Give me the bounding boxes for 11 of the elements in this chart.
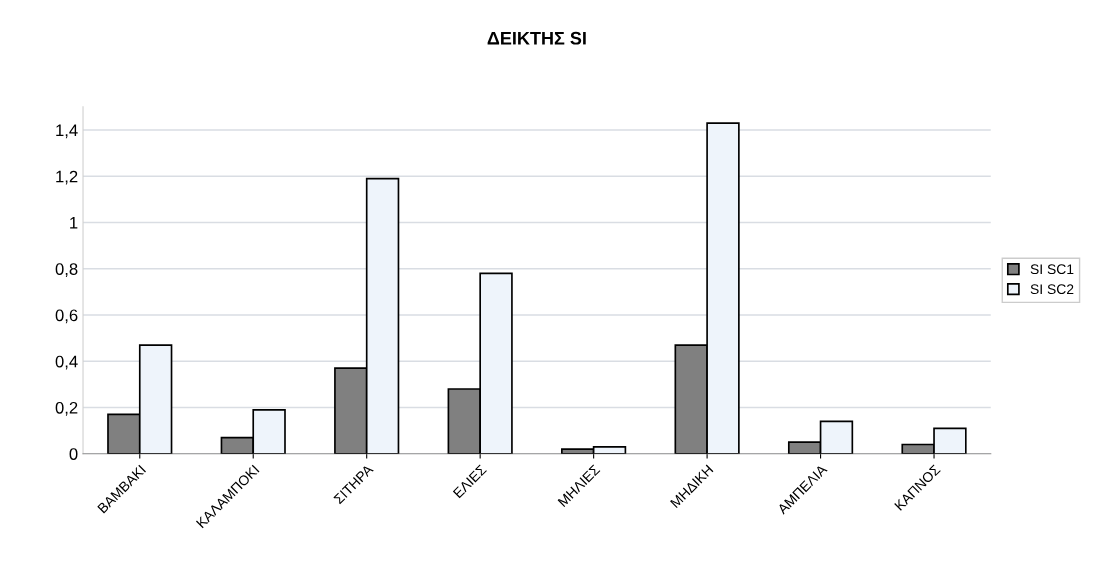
y-tick-label: 1,2 bbox=[56, 170, 78, 185]
legend-label: SI SC1 bbox=[1030, 264, 1074, 275]
legend-label: SI SC2 bbox=[1030, 284, 1074, 295]
y-tick-label: 1 bbox=[70, 217, 78, 229]
y-tick-label: 0,2 bbox=[55, 401, 78, 416]
y-tick-label: 0 bbox=[69, 448, 78, 460]
y-tick-label: 1,4 bbox=[56, 124, 78, 139]
y-tick-label: 0,4 bbox=[55, 355, 78, 370]
y-tick-label: 0,6 bbox=[55, 309, 78, 324]
chart-title: ΔΕΙΚΤΗΣ SI bbox=[487, 31, 586, 45]
y-tick-label: 0,8 bbox=[55, 263, 78, 277]
